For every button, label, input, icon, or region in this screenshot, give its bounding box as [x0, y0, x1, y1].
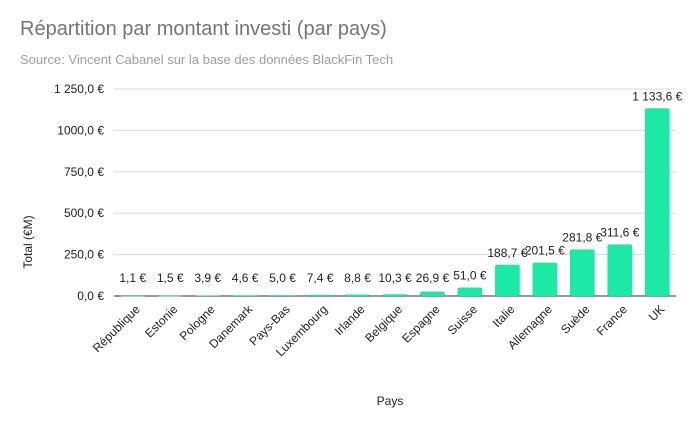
x-tick-label: Estonie [142, 302, 180, 340]
data-label: 3,9 € [194, 271, 221, 285]
x-axis-ticks: République EstoniePologneDanemarkPays-Bas… [90, 302, 667, 360]
bar [157, 295, 183, 297]
bar [345, 294, 370, 296]
y-tick-label: 750,0 € [64, 165, 104, 179]
bar [270, 295, 295, 296]
y-tick-label: 250,0 € [64, 248, 104, 262]
chart-subtitle: Source: Vincent Cabanel sur la base des … [20, 52, 394, 67]
y-axis-ticks: 0,0 € 250,0 € 500,0 € 750,0 € 1000,0 € 1 250,… [54, 82, 104, 303]
bar [382, 294, 408, 296]
data-label: 311,6 € [600, 225, 639, 239]
x-tick-label: Irlande [332, 302, 368, 338]
y-tick-label: 1000,0 € [57, 123, 104, 137]
bar [569, 249, 595, 296]
data-label: 51,0 € [453, 269, 487, 283]
y-tick-label: 500,0 € [64, 206, 104, 220]
bar [457, 287, 483, 296]
data-label: 188,7 € [487, 246, 527, 260]
bar [644, 108, 670, 296]
bar [195, 295, 221, 296]
data-label: 1,1 € [119, 271, 146, 285]
x-tick-label: Suisse [445, 302, 481, 338]
data-label: 201,5 € [525, 244, 565, 258]
data-label: 8,8 € [344, 271, 371, 285]
data-labels: 1,1 € 1,5 € 3,9 € 4,6 € 5,0 € 7,4 € 8,8 € 10,3 … [119, 89, 682, 285]
x-tick-label: République [90, 302, 143, 355]
data-label: 281,8 € [562, 230, 602, 244]
y-axis-label: Total (€M) [21, 215, 35, 268]
x-tick-label: Suède [558, 302, 593, 337]
bar [420, 291, 445, 296]
data-label: 26,9 € [416, 271, 450, 285]
chart-title: Répartition par montant investi (par pay… [20, 18, 387, 40]
x-tick-label: Espagne [399, 302, 443, 346]
bar [495, 264, 520, 296]
y-tick-label: 1 250,0 € [54, 82, 104, 96]
bar [607, 244, 633, 296]
data-label: 1,5 € [157, 271, 184, 285]
bar [532, 262, 558, 296]
bar [120, 295, 146, 297]
data-label: 5,0 € [269, 271, 296, 285]
bar [232, 295, 258, 296]
y-tick-label: 0,0 € [77, 289, 104, 303]
x-tick-label: Italie [490, 302, 518, 330]
data-label: 7,4 € [307, 271, 334, 285]
data-label: 10,3 € [378, 271, 412, 285]
data-label: 4,6 € [232, 271, 259, 285]
x-tick-label: Belgique [362, 302, 405, 345]
x-tick-label: UK [646, 302, 668, 324]
x-tick-label: France [594, 302, 631, 339]
x-axis-label: Pays [377, 394, 404, 408]
bars [120, 108, 670, 297]
bar [307, 294, 333, 296]
data-label: 1 133,6 € [632, 89, 682, 103]
